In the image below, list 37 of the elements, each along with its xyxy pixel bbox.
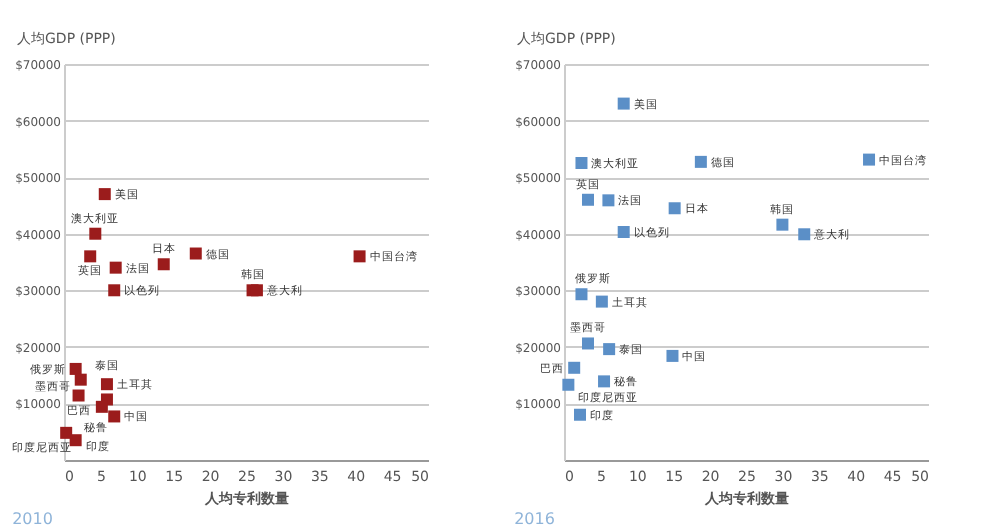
point — [89, 227, 102, 240]
point — [582, 193, 595, 206]
point — [69, 434, 82, 447]
point — [598, 375, 611, 388]
point — [582, 337, 595, 350]
point — [74, 373, 87, 386]
point — [574, 408, 587, 421]
point — [109, 261, 122, 274]
point — [694, 155, 707, 168]
point — [562, 378, 575, 391]
text: 2010 — [12, 510, 53, 528]
point — [72, 389, 85, 402]
point — [595, 295, 608, 308]
point — [60, 426, 73, 439]
point — [189, 247, 202, 260]
point — [798, 228, 811, 241]
text: 2016 — [514, 510, 555, 528]
point — [776, 218, 789, 231]
point — [100, 378, 113, 391]
point — [575, 157, 588, 169]
point — [69, 362, 82, 375]
point — [84, 250, 97, 263]
point — [353, 250, 366, 263]
point — [568, 361, 581, 374]
point — [108, 410, 121, 423]
point — [95, 400, 108, 413]
point — [617, 226, 630, 239]
point — [666, 349, 679, 362]
point — [668, 202, 681, 215]
point — [157, 258, 170, 271]
point — [617, 97, 630, 110]
point — [575, 288, 588, 301]
point — [602, 194, 615, 207]
point — [863, 153, 876, 166]
point — [98, 188, 111, 201]
point — [603, 343, 616, 356]
point — [108, 284, 121, 297]
